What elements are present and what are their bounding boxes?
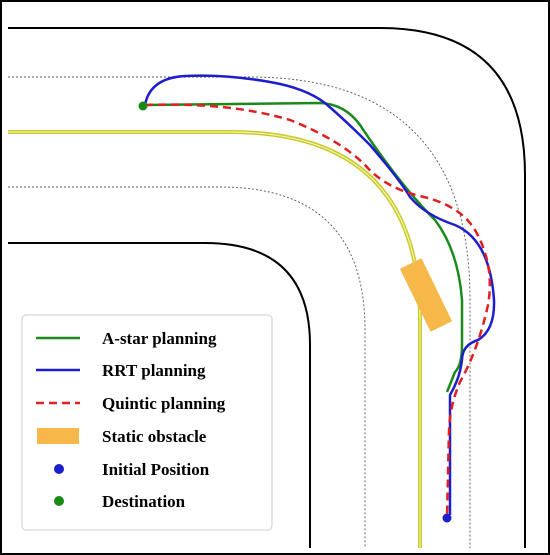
initial-position-marker <box>442 513 452 523</box>
outer-lane-marking <box>8 76 471 548</box>
legend-rrt-label: RRT planning <box>102 361 206 380</box>
legend-initial-dot <box>54 464 64 474</box>
inner-lane-marking <box>8 186 366 548</box>
static-obstacle <box>399 258 453 332</box>
outer-road-boundary <box>8 27 526 548</box>
legend-obstacle-label: Static obstacle <box>102 427 207 446</box>
quintic-path <box>144 103 492 519</box>
legend-initial-label: Initial Position <box>102 460 210 479</box>
legend-destination-dot <box>54 496 64 506</box>
rrt-path <box>143 74 496 515</box>
legend-quintic-label: Quintic planning <box>102 394 226 413</box>
legend: A-star planning RRT planning Quintic pla… <box>21 314 273 531</box>
destination-marker <box>138 101 148 111</box>
inner-road-boundary <box>8 242 311 548</box>
legend-obstacle-swatch <box>37 428 79 444</box>
legend-astar-label: A-star planning <box>102 329 217 348</box>
legend-destination-label: Destination <box>102 492 186 511</box>
legend-box <box>21 314 273 531</box>
